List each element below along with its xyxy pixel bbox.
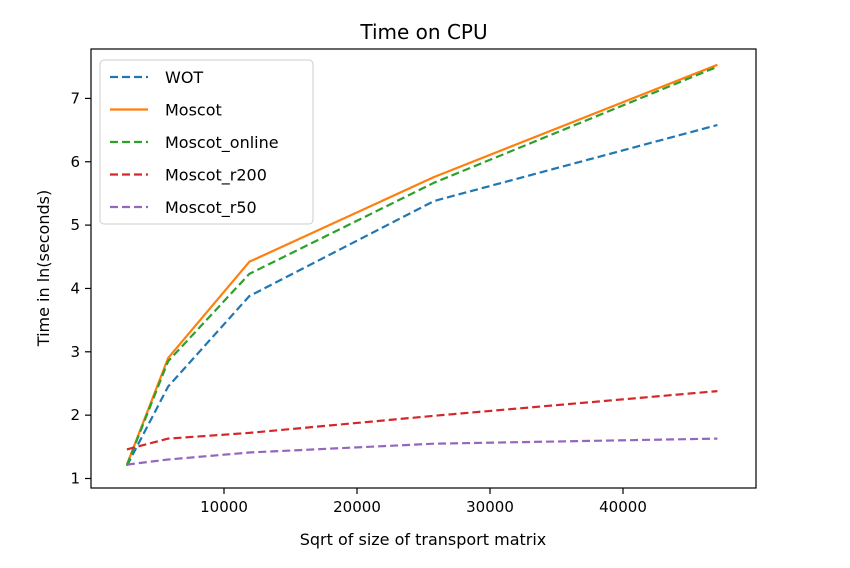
plot-area [125, 63, 718, 467]
y-tick-label: 5 [70, 216, 80, 234]
legend-box [99, 59, 314, 225]
axes-frame [90, 48, 757, 489]
series-line-moscot-online [125, 65, 718, 466]
legend-label-moscot-r50: Moscot_r50 [165, 198, 257, 218]
y-tick-label: 3 [70, 343, 80, 361]
y-tick-label: 1 [70, 469, 80, 487]
y-tick-label: 2 [70, 406, 80, 424]
x-tick-label: 40000 [599, 498, 647, 516]
axis-ticks: 10000 20000 30000 40000 1 2 3 4 5 6 7 [70, 89, 646, 516]
chart-title: Time on CPU [359, 20, 487, 44]
series-line-wot [125, 123, 718, 467]
legend: WOT Moscot Moscot_online Moscot_r200 Moscot_… [99, 59, 314, 225]
y-axis-label: Time in ln(seconds) [34, 190, 53, 347]
x-tick-label: 30000 [466, 498, 514, 516]
series-line-moscot-r50 [126, 437, 718, 466]
series-line-moscot-r200 [126, 390, 718, 451]
legend-label-moscot: Moscot [165, 101, 222, 120]
y-tick-label: 4 [70, 279, 80, 297]
legend-label-wot: WOT [165, 68, 203, 87]
legend-label-moscot-online: Moscot_online [165, 133, 279, 153]
x-axis-label: Sqrt of size of transport matrix [300, 530, 547, 549]
y-tick-label: 6 [70, 153, 80, 171]
y-tick-label: 7 [70, 89, 80, 107]
legend-label-moscot-r200: Moscot_r200 [165, 166, 267, 186]
x-tick-label: 10000 [200, 498, 248, 516]
x-tick-label: 20000 [333, 498, 381, 516]
